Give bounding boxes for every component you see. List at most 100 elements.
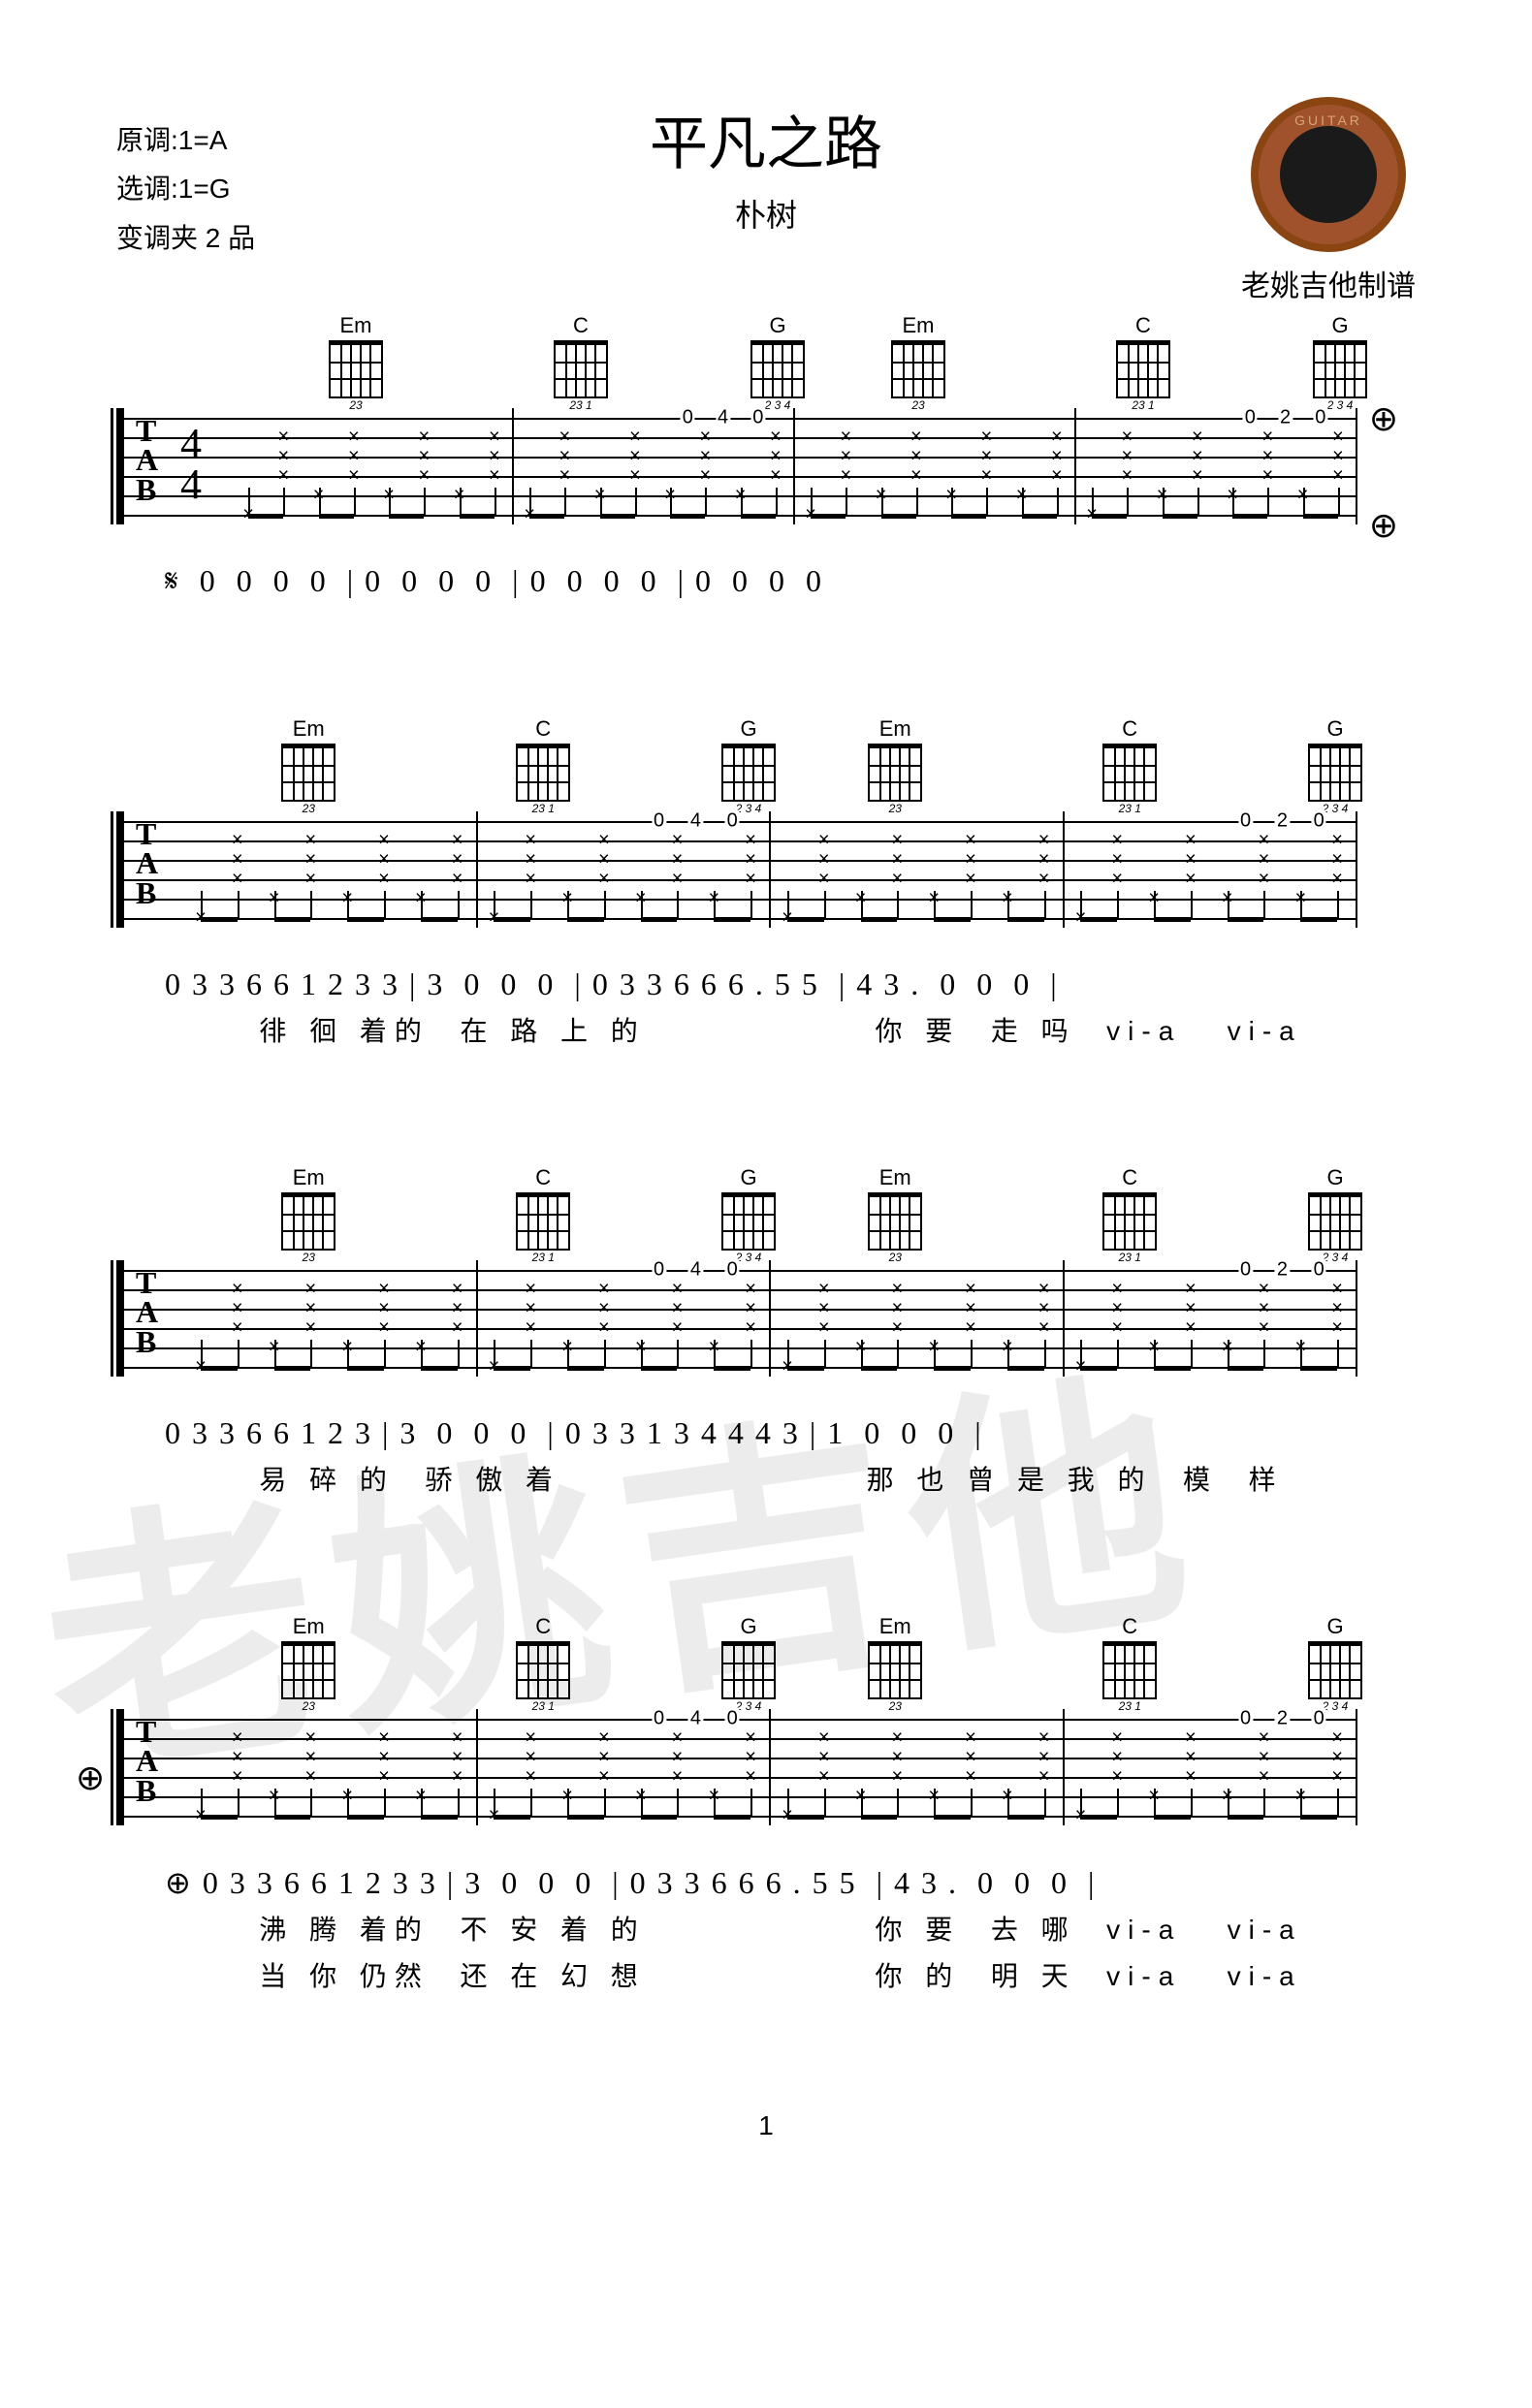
chord-grid: 23 1 [516, 1192, 570, 1251]
chord-name: C [554, 313, 608, 338]
chord-grid: 23 1 [516, 1641, 570, 1699]
chord-grid: 2 3 4 [721, 1641, 776, 1699]
chord-diagram: Em 23 [891, 313, 945, 398]
chord-diagram: C 23 1 [1116, 313, 1170, 398]
chord-name: Em [868, 1165, 922, 1190]
chord-name: G [1308, 716, 1362, 742]
chord-diagram: G 2 3 4 [721, 716, 776, 802]
music-system: Em 23 C 23 1 G 2 3 4 Em 23 C 23 1 G 2 3 … [116, 313, 1416, 600]
publisher-name: 老姚吉他制谱 [1241, 262, 1416, 304]
chord-name: G [721, 1165, 776, 1190]
play-key: 选调:1=G [116, 165, 255, 213]
chord-diagram: C 23 1 [1102, 1614, 1157, 1699]
page-number: 1 [116, 2110, 1416, 2141]
chord-grid: 23 [281, 1641, 335, 1699]
chord-name: C [1102, 1165, 1157, 1190]
chord-name: G [721, 1614, 776, 1639]
chord-name: C [1116, 313, 1170, 338]
chord-diagram: C 23 1 [516, 1614, 570, 1699]
chord-row: Em 23 C 23 1 G 2 3 4 Em 23 C 23 1 G 2 3 … [194, 1614, 1416, 1701]
chord-name: Em [281, 1614, 335, 1639]
chord-name: C [516, 1165, 570, 1190]
chord-row: Em 23 C 23 1 G 2 3 4 Em 23 C 23 1 G 2 3 … [194, 716, 1416, 804]
tab-staff: TAB××××××××××××××××××××××××××××××××040××… [116, 1260, 1357, 1377]
strum-pattern: ××××××××××××××××××××××××××××××××040×××××… [124, 1709, 1356, 1825]
chord-grid: 23 1 [1116, 340, 1170, 398]
numeric-notation: 0 3 3 6 6 1 2 3 3 | 3 0 0 0 | 0 3 3 6 6 … [165, 966, 1416, 1002]
chord-diagram: G 2 3 4 [1308, 1614, 1362, 1699]
coda-icon: ⊕ [76, 1758, 105, 1798]
lyrics-line: 徘 徊 着的 在 路 上 的 你 要 走 吗 vi-a vi-a [213, 1010, 1416, 1049]
chord-grid: 23 [868, 1641, 922, 1699]
chord-diagram: Em 23 [868, 1614, 922, 1699]
chord-diagram: G 2 3 4 [1308, 1165, 1362, 1251]
chord-grid: 2 3 4 [721, 744, 776, 802]
numeric-notation: 𝄋 0 0 0 0 | 0 0 0 0 | 0 0 0 0 | 0 0 0 0 [165, 563, 1416, 600]
chord-grid: 23 [891, 340, 945, 398]
chord-diagram: C 23 1 [516, 1165, 570, 1251]
strum-pattern: ××××××××××××××××××××××××××××××××040×××××… [124, 811, 1356, 928]
chord-diagram: G 2 3 4 [721, 1614, 776, 1699]
publisher-logo: 老姚吉他制谱 [1241, 97, 1416, 304]
chord-grid: 2 3 4 [1313, 340, 1367, 398]
numeric-notation: 0 3 3 6 6 1 2 3 | 3 0 0 0 | 0 3 3 1 3 4 … [165, 1415, 1416, 1451]
chord-diagram: C 23 1 [516, 716, 570, 802]
chord-grid: 2 3 4 [721, 1192, 776, 1251]
chord-row: Em 23 C 23 1 G 2 3 4 Em 23 C 23 1 G 2 3 … [194, 313, 1416, 400]
chord-diagram: G 2 3 4 [750, 313, 805, 398]
chord-grid: 23 1 [1102, 1192, 1157, 1251]
chord-diagram: G 2 3 4 [1313, 313, 1367, 398]
tab-staff: TAB××××××××××××××××××××××××××××××××040××… [116, 811, 1357, 928]
chord-name: C [1102, 716, 1157, 742]
chord-grid: 23 1 [516, 744, 570, 802]
chord-diagram: C 23 1 [554, 313, 608, 398]
chord-diagram: C 23 1 [1102, 1165, 1157, 1251]
music-system: Em 23 C 23 1 G 2 3 4 Em 23 C 23 1 G 2 3 … [116, 716, 1416, 1049]
chord-grid: 23 [868, 1192, 922, 1251]
tab-staff: TAB44××××××××××××××××××××××××××××××××040… [116, 408, 1357, 524]
music-system: Em 23 C 23 1 G 2 3 4 Em 23 C 23 1 G 2 3 … [116, 1165, 1416, 1498]
chord-grid: 23 1 [1102, 744, 1157, 802]
chord-grid: 23 [868, 744, 922, 802]
coda-icon: ⊕ [1369, 398, 1398, 439]
chord-grid: 2 3 4 [1308, 1192, 1362, 1251]
music-system: Em 23 C 23 1 G 2 3 4 Em 23 C 23 1 G 2 3 … [116, 1614, 1416, 1994]
lyrics-line: 易 碎 的 骄 傲 着 那 也 曾 是 我 的 模 样 [213, 1459, 1416, 1498]
chord-name: C [516, 1614, 570, 1639]
chord-diagram: Em 23 [868, 716, 922, 802]
chord-diagram: Em 23 [281, 716, 335, 802]
strum-pattern: ××××××××××××××××××××××××××××××××040×××××… [124, 408, 1356, 524]
chord-grid: 23 [281, 744, 335, 802]
chord-name: Em [281, 716, 335, 742]
strum-pattern: ××××××××××××××××××××××××××××××××040×××××… [124, 1260, 1356, 1377]
chord-diagram: Em 23 [281, 1614, 335, 1699]
original-key: 原调:1=A [116, 116, 255, 165]
numeric-notation: ⊕ 0 3 3 6 6 1 2 3 3 | 3 0 0 0 | 0 3 3 6 … [165, 1864, 1416, 1901]
song-title: 平凡之路 [116, 97, 1416, 181]
chord-name: Em [868, 1614, 922, 1639]
artist-name: 朴树 [116, 191, 1416, 236]
chord-name: Em [281, 1165, 335, 1190]
chord-diagram: Em 23 [868, 1165, 922, 1251]
chord-name: Em [868, 716, 922, 742]
chord-grid: 23 [329, 340, 383, 398]
coda-icon: ⊕ [1369, 505, 1398, 546]
chord-name: G [750, 313, 805, 338]
chord-grid: 2 3 4 [1308, 744, 1362, 802]
lyrics-line: 沸 腾 着的 不 安 着 的 你 要 去 哪 vi-a vi-a [213, 1909, 1416, 1948]
chord-name: G [721, 716, 776, 742]
chord-diagram: C 23 1 [1102, 716, 1157, 802]
chord-name: G [1308, 1614, 1362, 1639]
chord-diagram: G 2 3 4 [721, 1165, 776, 1251]
chord-grid: 23 [281, 1192, 335, 1251]
chord-name: Em [891, 313, 945, 338]
tab-staff: TAB××××××××××××××××××××××××××××××××040××… [116, 1709, 1357, 1825]
sheet-header: 原调:1=A 选调:1=G 变调夹 2 品 平凡之路 朴树 老姚吉他制谱 [116, 97, 1416, 236]
chord-diagram: Em 23 [329, 313, 383, 398]
guitar-logo-icon [1251, 97, 1406, 252]
chord-row: Em 23 C 23 1 G 2 3 4 Em 23 C 23 1 G 2 3 … [194, 1165, 1416, 1252]
chord-diagram: G 2 3 4 [1308, 716, 1362, 802]
chord-name: G [1313, 313, 1367, 338]
chord-diagram: Em 23 [281, 1165, 335, 1251]
chord-grid: 23 1 [554, 340, 608, 398]
